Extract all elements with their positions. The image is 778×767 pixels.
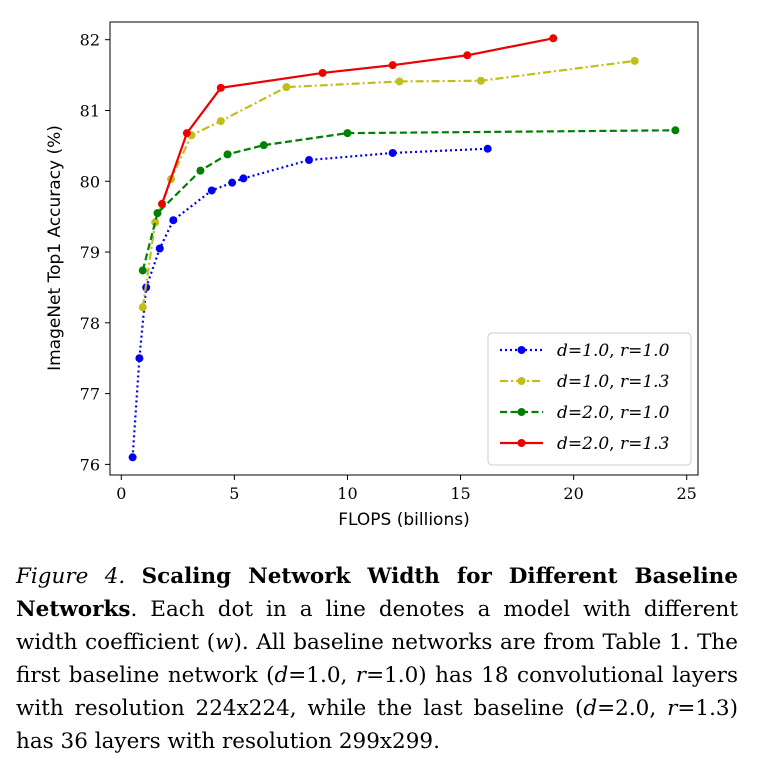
legend-r-value: r=1.3 [620,434,669,454]
data-point [476,76,485,85]
data-point [216,83,225,92]
data-point [671,126,680,135]
x-axis-label: FLOPS (billions) [338,510,469,530]
series-layer [128,34,680,462]
data-point [207,186,216,195]
data-point [483,144,492,153]
legend-label: d=1.0, r=1.3 [557,372,669,392]
caption-d-2: d [583,696,598,721]
legend-swatch-marker [517,377,526,385]
legend-swatch-marker [517,408,526,416]
legend-entry-1: d=1.0, r=1.3 [500,372,669,392]
legend-r-value: r=1.0 [620,403,670,423]
legend-entry-0: d=1.0, r=1.0 [500,341,670,361]
legend-label: d=2.0, r=1.0 [557,403,670,423]
data-point [158,199,167,208]
legend-entries: d=1.0, r=1.0d=1.0, r=1.3d=2.0, r=1.0d=2.… [500,341,670,454]
plot-area: 0 5 10 15 20 25 76 77 78 79 80 81 82 [80,21,699,503]
caption-text-4: =1.0) has 18 convolutional layers with r… [16,663,738,721]
data-point [259,141,268,150]
legend-label: d=1.0, r=1.0 [557,341,670,361]
data-point [463,51,472,60]
data-point [388,148,397,157]
caption-d-1: d [274,663,289,688]
x-tick-label: 5 [229,484,239,503]
y-tick-label: 82 [80,31,100,50]
legend-separator: , [609,341,620,361]
legend-separator: , [609,372,620,392]
caption-text-5: =2.0, [597,696,668,721]
data-point [196,166,205,175]
x-tick-label: 10 [337,484,357,503]
legend: d=1.0, r=1.0d=1.0, r=1.3d=2.0, r=1.0d=2.… [487,332,692,466]
caption-r-2: r [667,696,678,721]
data-point [151,218,160,227]
data-point [216,117,225,126]
legend-swatch-marker [517,346,526,354]
data-point [223,150,232,159]
y-tick-label: 78 [80,314,100,333]
series-3 [158,34,558,208]
data-point [282,83,291,92]
data-point [169,216,178,225]
x-tick-label: 20 [563,484,583,503]
data-point [228,178,237,187]
legend-separator: , [609,403,620,423]
data-point [630,56,639,65]
caption-text-1: . Each dot in a line denotes a model wit… [16,597,738,655]
data-point [549,34,558,43]
caption-w-symbol: w [215,630,234,655]
caption-text-2: ). All baseline networks are from Table … [16,630,738,688]
caption-text-6: =1.3) has 36 layers with resolution 299x… [16,696,738,754]
x-axis-ticks: 0 5 10 15 20 25 [116,475,697,503]
legend-d-value: d=1.0 [557,372,609,392]
legend-r-value: r=1.0 [620,341,670,361]
y-axis-label: ImageNet Top1 Accuracy (%) [45,125,65,371]
legend-d-value: d=2.0 [557,403,609,423]
y-tick-label: 77 [80,385,100,404]
legend-label: d=2.0, r=1.3 [557,434,669,454]
data-point [395,77,404,86]
y-tick-label: 81 [80,101,100,120]
x-tick-label: 15 [450,484,470,503]
data-point [135,354,144,363]
legend-entry-2: d=2.0, r=1.0 [500,403,670,423]
data-point [138,266,147,275]
data-point [155,244,164,253]
legend-swatch-marker [517,439,526,447]
data-point [305,156,314,165]
legend-d-value: d=2.0 [557,434,609,454]
data-point [318,68,327,77]
figure-caption: Figure 4. Scaling Network Width for Diff… [16,560,738,758]
data-point [239,174,248,183]
x-tick-label: 25 [677,484,697,503]
legend-d-value: d=1.0 [557,341,609,361]
series-2 [138,126,680,275]
caption-text-3: =1.0, [288,663,356,688]
y-axis-ticks: 76 77 78 79 80 81 82 [80,31,110,474]
legend-entry-3: d=2.0, r=1.3 [500,434,669,454]
caption-r-1: r [355,663,367,688]
data-point [138,303,147,312]
legend-box [487,332,692,466]
data-point [388,61,397,70]
data-point [128,453,137,462]
legend-separator: , [609,434,620,454]
data-point [182,129,191,138]
data-point [153,209,162,218]
y-tick-label: 79 [80,243,100,262]
data-point [343,129,352,138]
caption-title: Scaling Network Width for Different Base… [16,564,738,622]
x-tick-label: 0 [116,484,126,503]
caption-label: Figure 4. [16,564,126,589]
y-tick-label: 76 [80,455,100,474]
legend-r-value: r=1.3 [620,372,669,392]
y-tick-label: 80 [80,172,100,191]
